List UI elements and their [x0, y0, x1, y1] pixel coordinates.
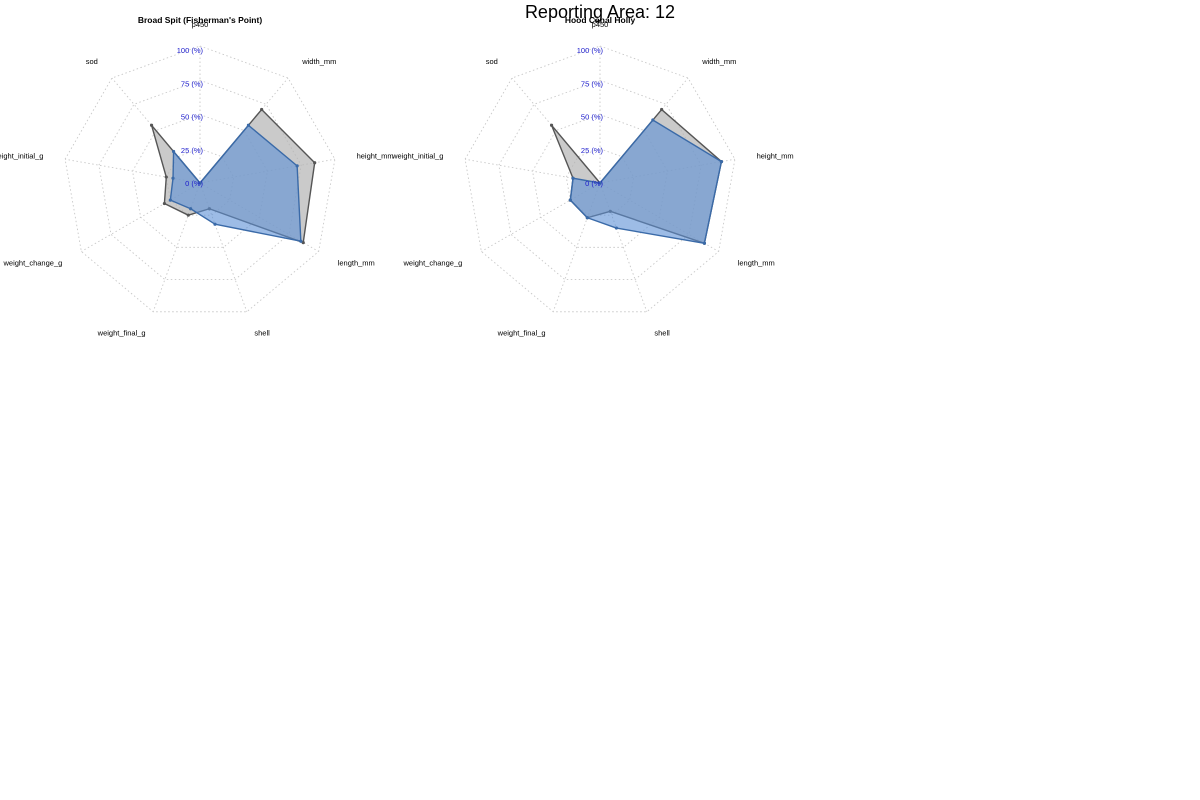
series-blue-point — [719, 159, 724, 164]
series-blue-point — [295, 164, 299, 168]
axis-label-height-mm: height_mm — [757, 151, 794, 160]
chart-title: Broad Spit (Fisherman's Point) — [138, 15, 263, 25]
tick-label: 50 (%) — [181, 113, 204, 122]
series-gray-point — [301, 240, 305, 245]
series-blue-area — [169, 124, 302, 242]
axis-label-weight-final-g: weight_final_g — [497, 328, 546, 337]
series-blue-point — [246, 123, 251, 127]
series-gray-point — [549, 123, 554, 127]
series-blue-point — [189, 207, 193, 211]
series-blue-point — [585, 216, 589, 220]
grid-spoke — [481, 182, 601, 252]
axis-label-sod: sod — [486, 57, 498, 66]
series-blue-point — [168, 198, 172, 202]
tick-label: 100 (%) — [577, 46, 604, 55]
series-blue-point — [171, 176, 175, 180]
grid-spoke — [465, 158, 601, 184]
axis-label-p450: p450 — [592, 20, 609, 29]
axis-label-weight-initial-g: weight_initial_g — [0, 151, 43, 160]
axis-label-p450: p450 — [192, 20, 209, 29]
tick-label: 0 (%) — [185, 179, 203, 188]
tick-label: 0 (%) — [585, 179, 603, 188]
series-gray-point — [186, 213, 190, 217]
series-blue-point — [598, 181, 602, 185]
axis-label-weight-change-g: weight_change_g — [402, 259, 462, 268]
axis-label-sod: sod — [86, 57, 98, 66]
axis-label-width-mm: width_mm — [701, 57, 736, 66]
axis-label-weight-final-g: weight_final_g — [97, 328, 146, 337]
grid-spoke — [199, 182, 248, 312]
grid-spoke — [552, 182, 601, 312]
grid-ring — [64, 45, 336, 313]
series-blue-point — [568, 198, 572, 202]
series-gray-point — [164, 175, 168, 179]
grid-spoke — [152, 182, 201, 312]
series-blue-point — [614, 226, 618, 230]
series-gray-point — [260, 107, 264, 112]
series-blue-point — [651, 118, 655, 122]
axis-label-weight-change-g: weight_change_g — [2, 259, 62, 268]
grid-spoke — [65, 158, 201, 184]
tick-label: 75 (%) — [581, 79, 604, 88]
series-gray-point — [313, 161, 317, 165]
axis-label-weight-initial-g: weight_initial_g — [391, 151, 443, 160]
axis-label-width-mm: width_mm — [301, 57, 336, 66]
series-gray-point — [660, 107, 664, 112]
axis-label-length-mm: length_mm — [738, 259, 775, 268]
radar-chart-1: 0 (%) 25 (%) 50 (%) 75 (%) 100 (%) p450 width_… — [0, 15, 394, 337]
series-blue-point — [171, 149, 176, 154]
tick-label: 25 (%) — [181, 146, 204, 155]
series-gray-point — [149, 123, 154, 127]
series-blue-point — [702, 241, 707, 245]
axis-label-height-mm: height_mm — [357, 151, 394, 160]
series-blue-point — [198, 181, 202, 185]
radar-chart-2: 0 (%) 25 (%) 50 (%) 75 (%) 100 (%) p450 width_… — [391, 15, 794, 337]
grid-spoke — [599, 182, 648, 312]
tick-label: 25 (%) — [581, 146, 604, 155]
chart-title: Hood Canal Holly — [565, 15, 636, 25]
tick-label: 75 (%) — [181, 79, 204, 88]
grid-spoke — [81, 182, 201, 252]
axis-label-shell: shell — [254, 328, 270, 337]
series-blue-point — [213, 222, 217, 226]
axis-label-length-mm: length_mm — [338, 259, 375, 268]
page-title: Reporting Area: 12 — [524, 2, 676, 22]
axis-label-shell: shell — [654, 328, 670, 337]
series-gray-point — [162, 201, 167, 206]
tick-label: 50 (%) — [581, 113, 604, 122]
grid-ring — [464, 45, 736, 313]
series-blue-point — [299, 239, 303, 243]
series-blue-point — [571, 176, 575, 180]
tick-label: 100 (%) — [177, 46, 204, 55]
